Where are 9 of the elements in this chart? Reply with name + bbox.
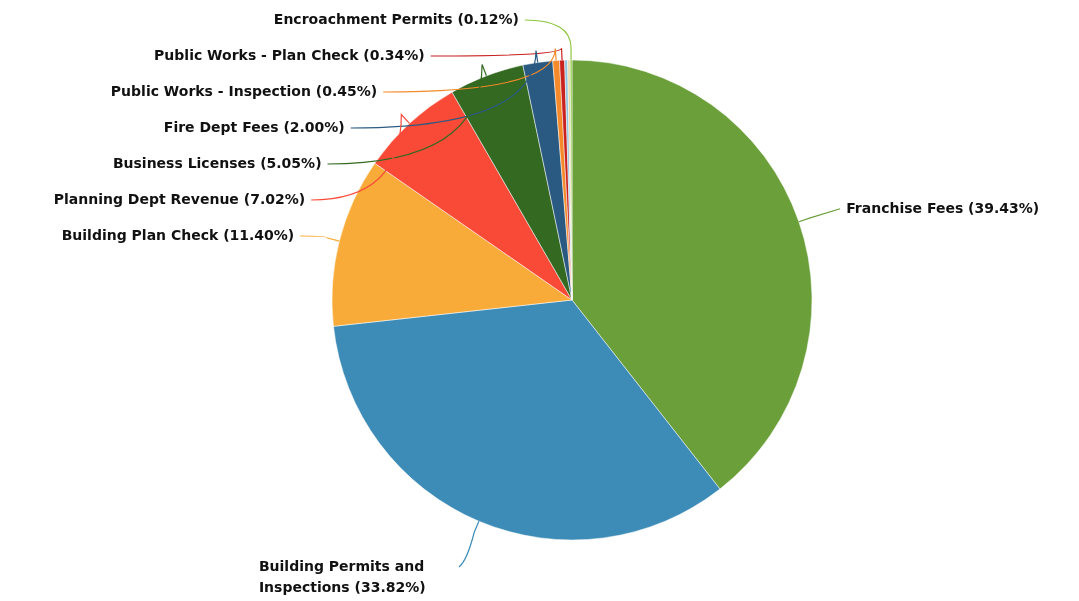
slice-label: Business Licenses (5.05%) (112, 155, 322, 171)
slice-label: Encroachment Permits (0.12%) (273, 11, 519, 27)
slice-label: Building Plan Check (11.40%) (61, 227, 295, 243)
slice-label: Planning Dept Revenue (7.02%) (53, 191, 306, 207)
slice-label: Public Works - Plan Check (0.34%) (154, 47, 425, 63)
slice-label: Building Permits and Inspections (33.82%) (258, 558, 426, 595)
slice-label: Public Works - Inspection (0.45%) (110, 83, 378, 99)
slice-label: Fire Dept Fees (2.00%) (163, 119, 345, 135)
slice-label: Franchise Fees (39.43%) (846, 199, 1040, 216)
